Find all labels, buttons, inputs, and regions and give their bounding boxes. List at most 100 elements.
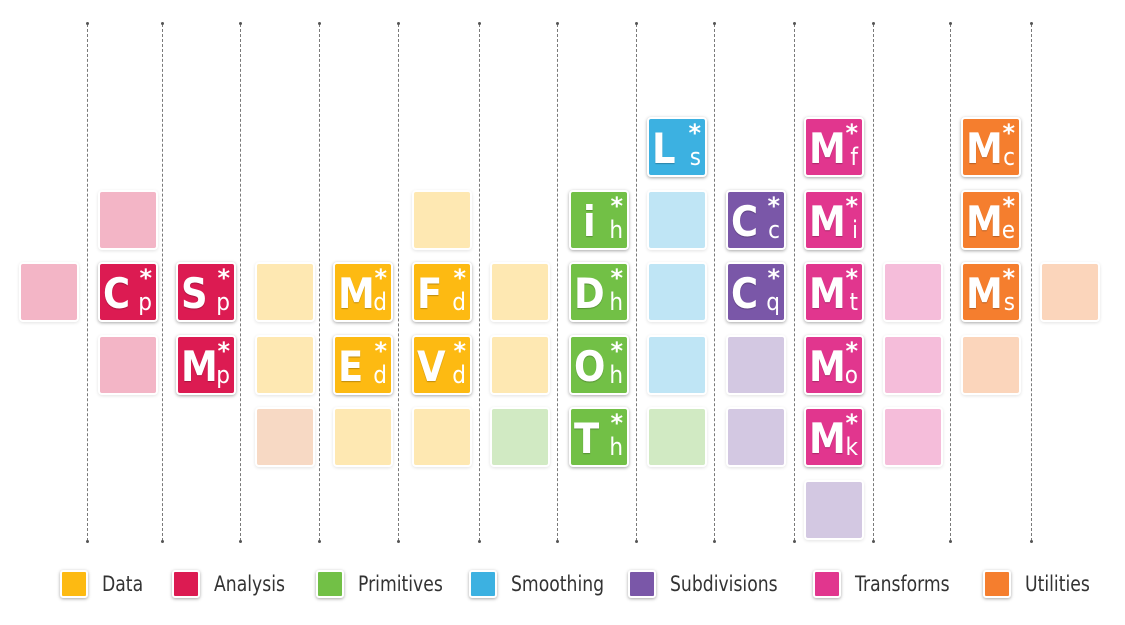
placeholder-tile-subdivisions [726,407,786,467]
column-divider [318,22,321,543]
tile-subscript: f [850,143,858,171]
tile-subscript: s [689,143,701,171]
placeholder-tile-data [412,190,472,250]
asterisk-icon: * [688,119,701,147]
element-tile-ms: M * s [961,262,1021,322]
placeholder-tile-data [412,407,472,467]
column-divider [556,22,559,543]
tile-subscript: q [766,288,780,316]
column-divider [793,22,796,543]
tile-symbol: C [731,269,758,318]
tile-subscript: h [609,361,623,389]
element-tile-me: M * e [961,190,1021,250]
tile-subscript: e [1001,216,1015,244]
element-tile-fd: F * d [412,262,472,322]
placeholder-tile-data [333,407,393,467]
legend-label-subdivisions: Subdivisions [670,572,778,596]
tile-subscript: o [844,361,858,389]
asterisk-icon: * [845,192,858,220]
tile-subscript: h [609,216,623,244]
element-tile-th: T * h [569,407,629,467]
tile-symbol: O [574,342,605,391]
legend-label-smoothing: Smoothing [511,572,605,596]
legend-swatch-data [60,570,88,598]
tile-subscript: c [768,216,780,244]
element-tile-sp: S * p [176,262,236,322]
placeholder-tile-subdivisions [726,335,786,395]
element-tile-mk: M * k [804,407,864,467]
placeholder-tile-analysis [98,335,158,395]
placeholder-tile-transforms [883,407,943,467]
placeholder-tile-transforms [883,262,943,322]
element-tile-ih: i * h [569,190,629,250]
tile-subscript: d [452,361,466,389]
column-divider [239,22,242,543]
element-tile-ed: E * d [333,335,393,395]
tile-symbol: i [583,197,596,246]
tile-subscript: p [138,288,152,316]
placeholder-tile-analysis [98,190,158,250]
tile-subscript: i [852,216,858,244]
tile-symbol: M [966,269,1003,318]
tile-symbol: C [731,197,758,246]
tile-symbol: M [809,414,846,463]
legend-swatch-analysis [172,570,200,598]
legend-swatch-subdivisions [628,570,656,598]
placeholder-tile-smoothing [647,335,707,395]
legend-label-primitives: Primitives [358,572,443,596]
tile-subscript: c [1003,143,1015,171]
legend-label-data: Data [102,572,144,596]
placeholder-tile-analysis [19,262,79,322]
element-tile-vd: V * d [412,335,472,395]
column-divider [872,22,875,543]
legend-swatch-smoothing [469,570,497,598]
column-divider [1030,22,1033,543]
placeholder-tile-primitives [490,407,550,467]
asterisk-icon: * [1002,264,1015,292]
placeholder-tile-subdivisions [804,480,864,540]
element-tile-dh: D * h [569,262,629,322]
asterisk-icon: * [217,264,230,292]
legend-swatch-utilities [983,570,1011,598]
asterisk-icon: * [845,119,858,147]
column-divider [86,22,89,543]
tile-symbol: T [574,414,599,463]
element-tile-md: M * d [333,262,393,322]
element-tile-mf: M * f [804,117,864,177]
legend: Data Analysis Primitives Smoothing Subdi… [0,568,1125,602]
asterisk-icon: * [845,337,858,365]
placeholder-tile-smoothing [647,190,707,250]
element-tile-mt: M * t [804,262,864,322]
tile-subscript: h [609,433,623,461]
column-divider [949,22,952,543]
legend-label-utilities: Utilities [1025,572,1090,596]
column-divider [397,22,400,543]
asterisk-icon: * [610,264,623,292]
element-tile-cc: C * c [726,190,786,250]
tile-symbol: M [966,197,1003,246]
element-tile-mc: M * c [961,117,1021,177]
tile-subscript: k [845,433,858,461]
placeholder-tile-transforms [883,335,943,395]
placeholder-tile-data [490,335,550,395]
tile-symbol: M [809,124,846,173]
column-divider [161,22,164,543]
asterisk-icon: * [610,409,623,437]
legend-label-transforms: Transforms [855,572,950,596]
element-tile-oh: O * h [569,335,629,395]
legend-swatch-transforms [813,570,841,598]
tile-symbol: C [103,269,130,318]
tile-symbol: M [338,269,375,318]
asterisk-icon: * [374,337,387,365]
asterisk-icon: * [845,264,858,292]
tile-subscript: h [609,288,623,316]
element-tile-mp: M * p [176,335,236,395]
element-tile-ls: L * s [647,117,707,177]
asterisk-icon: * [1002,119,1015,147]
asterisk-icon: * [610,337,623,365]
column-divider [478,22,481,543]
legend-swatch-primitives [316,570,344,598]
asterisk-icon: * [453,337,466,365]
tile-symbol: S [181,269,208,318]
tile-subscript: d [373,288,387,316]
